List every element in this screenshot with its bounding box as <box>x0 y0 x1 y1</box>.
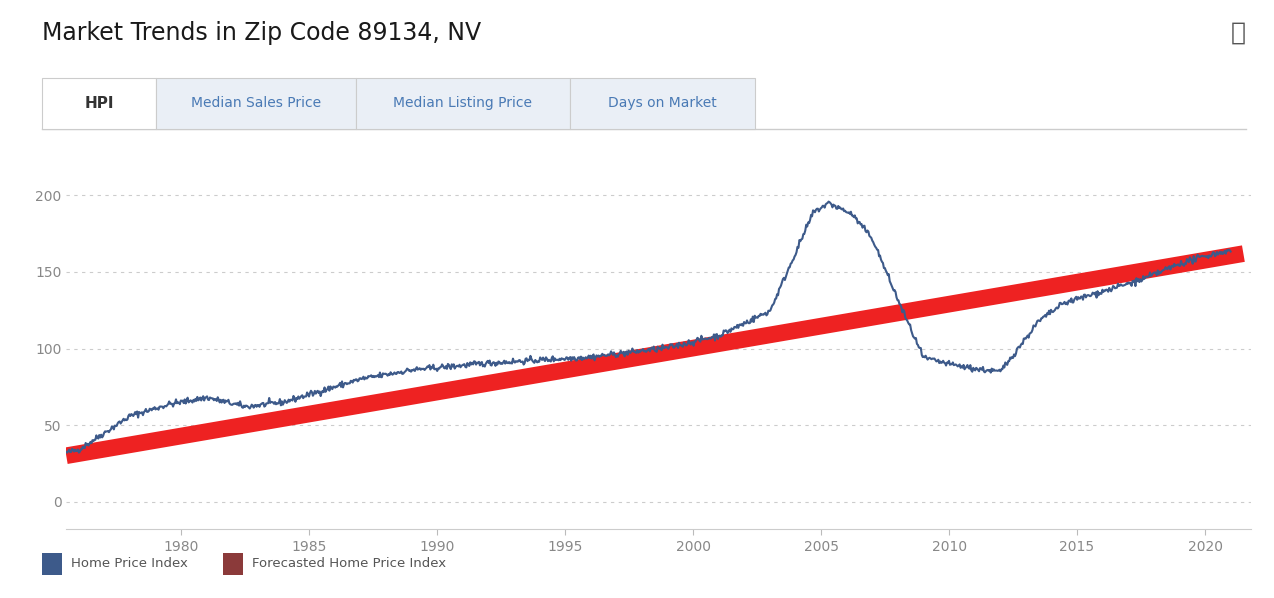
Text: Home Price Index: Home Price Index <box>71 557 189 570</box>
Text: Days on Market: Days on Market <box>609 96 717 110</box>
Text: Median Sales Price: Median Sales Price <box>191 96 321 110</box>
Text: Median Listing Price: Median Listing Price <box>394 96 533 110</box>
Text: Forecasted Home Price Index: Forecasted Home Price Index <box>252 557 446 570</box>
Text: HPI: HPI <box>84 96 113 111</box>
Text: ⧉: ⧉ <box>1231 21 1246 45</box>
Text: Market Trends in Zip Code 89134, NV: Market Trends in Zip Code 89134, NV <box>42 21 482 45</box>
